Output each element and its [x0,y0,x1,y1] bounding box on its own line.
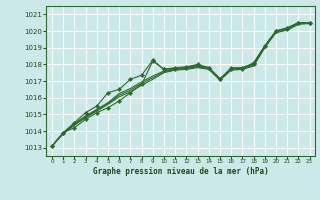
X-axis label: Graphe pression niveau de la mer (hPa): Graphe pression niveau de la mer (hPa) [93,167,269,176]
